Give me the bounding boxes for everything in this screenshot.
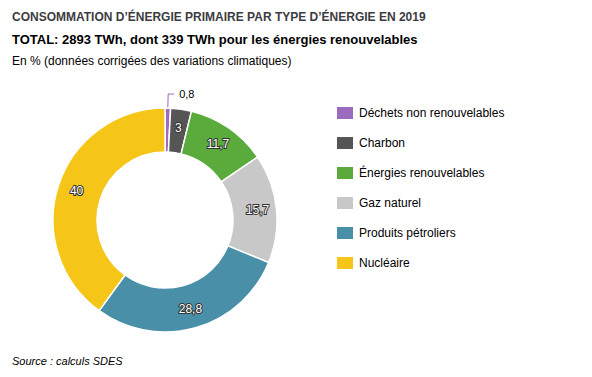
svg-text:28,8: 28,8 (179, 302, 203, 316)
svg-text:11,7: 11,7 (207, 137, 230, 151)
svg-text:Charbon: Charbon (359, 136, 405, 150)
svg-text:CONSOMMATION D’ÉNERGIE PRIMAIR: CONSOMMATION D’ÉNERGIE PRIMAIRE PAR TYPE… (12, 9, 426, 24)
svg-text:En % (données corrigées des va: En % (données corrigées des variations c… (12, 54, 291, 68)
svg-text:Déchets non renouvelables: Déchets non renouvelables (359, 106, 504, 120)
svg-text:0,8: 0,8 (179, 88, 194, 100)
svg-text:Nucléaire: Nucléaire (359, 256, 410, 270)
svg-text:TOTAL: 2893 TWh, dont 339 TWh: TOTAL: 2893 TWh, dont 339 TWh pour les é… (12, 32, 418, 47)
svg-text:40: 40 (70, 184, 84, 198)
svg-text:Gaz naturel: Gaz naturel (359, 196, 421, 210)
svg-text:Produits pétroliers: Produits pétroliers (359, 226, 456, 240)
svg-text:3: 3 (175, 121, 182, 135)
svg-text:Énergies renouvelables: Énergies renouvelables (359, 165, 484, 180)
svg-text:15,7: 15,7 (246, 203, 270, 217)
svg-text:Source : calculs SDES: Source : calculs SDES (12, 355, 123, 367)
